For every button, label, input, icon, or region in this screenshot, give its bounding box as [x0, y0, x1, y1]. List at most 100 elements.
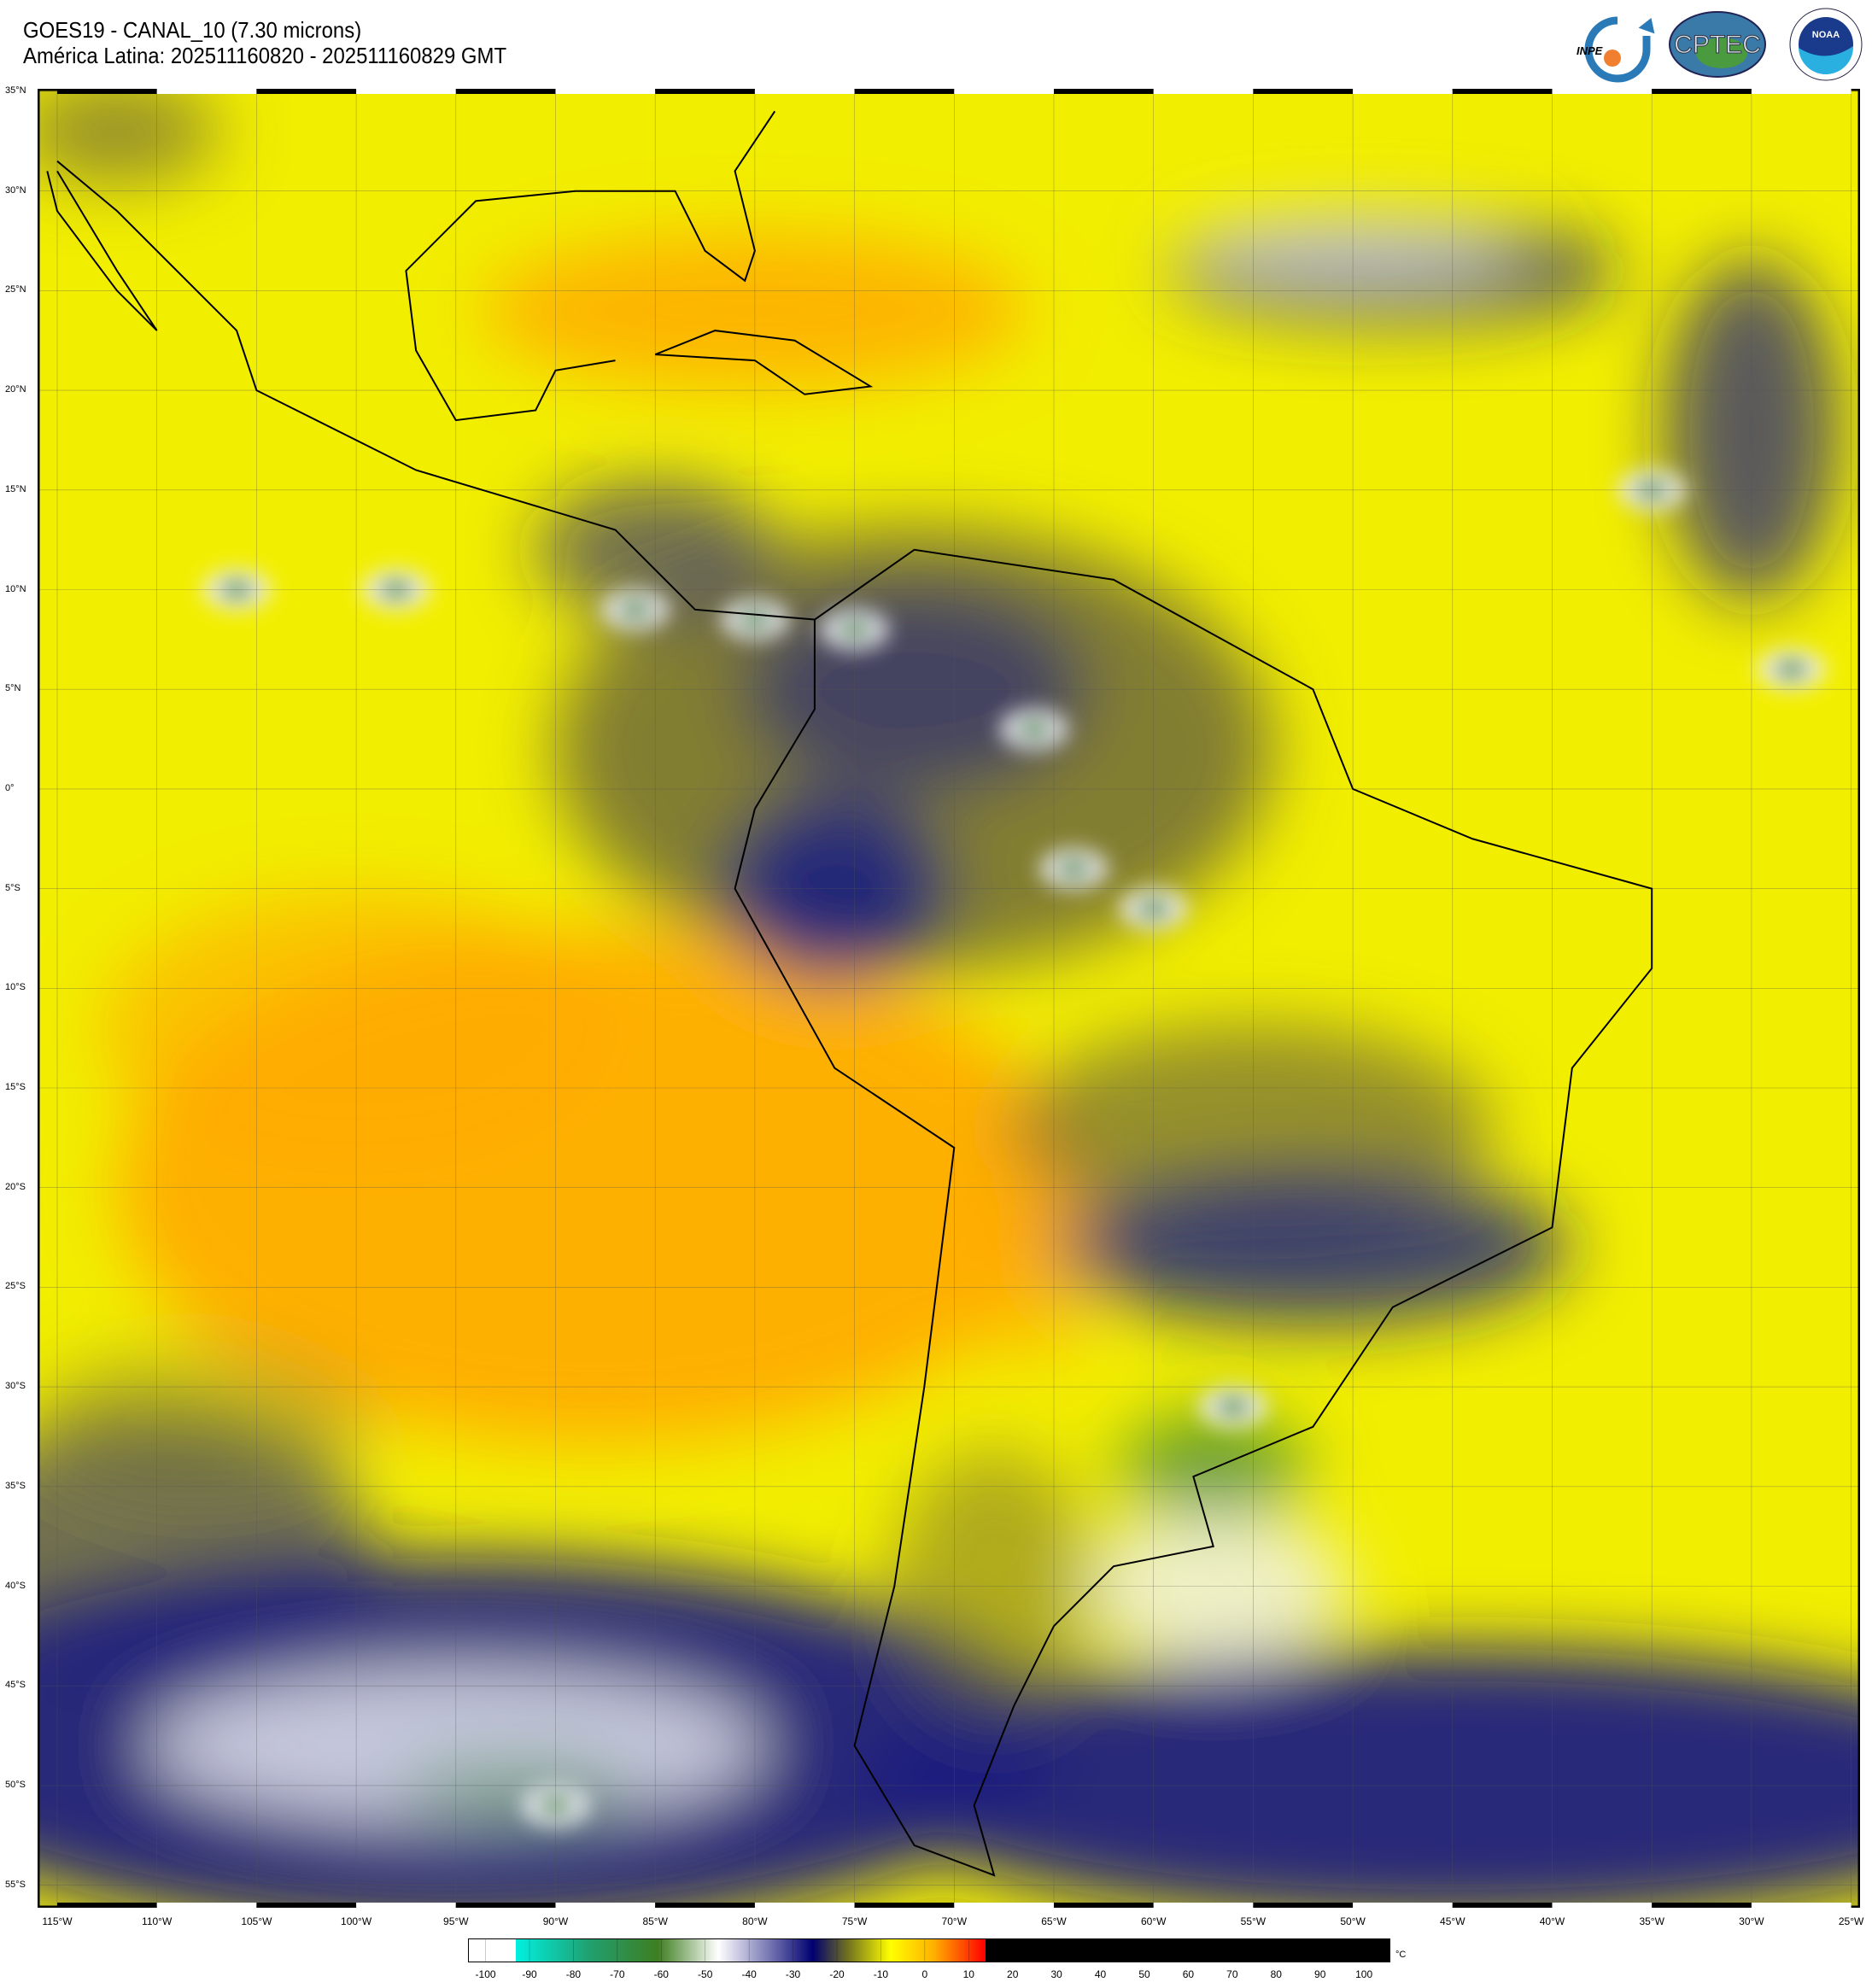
frame-bar: [1652, 1903, 1752, 1908]
longitude-label: 50°W: [1340, 1915, 1366, 1927]
latitude-label: 25°S: [5, 1281, 26, 1292]
baja-coastline: [46, 170, 158, 331]
latitude-label: 35°N: [5, 85, 26, 96]
frame-bar: [655, 89, 755, 94]
colorbar-tick-label: 90: [1314, 1968, 1326, 1980]
colorbar-tick-label: 40: [1094, 1968, 1107, 1980]
logos: INPE CPTEC NOAA: [1577, 8, 1863, 83]
frame-bar: [57, 89, 157, 94]
latitude-label: 20°S: [5, 1181, 26, 1192]
longitude-label: 75°W: [841, 1915, 868, 1927]
frame-bar: [156, 1903, 257, 1908]
longitude-label: 90°W: [542, 1915, 569, 1927]
frame-bar: [1153, 1903, 1254, 1908]
frame-bar: [954, 89, 1054, 94]
latitude-label: 35°S: [5, 1480, 26, 1491]
latitude-label: 5°S: [5, 882, 20, 893]
frame-bar: [555, 89, 656, 94]
inpe-logo: INPE: [1577, 16, 1655, 83]
longitude-label: 25°W: [1838, 1915, 1864, 1927]
latitude-label: 25°N: [5, 284, 26, 295]
colorbar-tick-label: -10: [873, 1968, 889, 1980]
longitude-label: 115°W: [42, 1915, 73, 1927]
longitude-label: 100°W: [341, 1915, 372, 1927]
colorbar-tick-label: -20: [829, 1968, 845, 1980]
colorbar-tick-label: -50: [698, 1968, 713, 1980]
longitude-label: 40°W: [1539, 1915, 1565, 1927]
latitude-label: 5°N: [5, 683, 21, 694]
frame-bar: [256, 1903, 357, 1908]
south-america-coastline: [734, 548, 1653, 1877]
frame-bar: [555, 1903, 656, 1908]
frame-bar: [1153, 89, 1254, 94]
cloud-region: [855, 1648, 1860, 1908]
cloud-region: [38, 1349, 368, 1504]
longitude-label: 95°W: [443, 1915, 469, 1927]
longitude-label: 35°W: [1639, 1915, 1664, 1927]
title-line-2: América Latina: 202511160820 - 202511160…: [23, 43, 507, 68]
colorbar-tick-label: 50: [1138, 1968, 1150, 1980]
longitude-label: 45°W: [1440, 1915, 1465, 1927]
cloud-region: [38, 89, 219, 183]
latitude-label: 10°S: [5, 982, 26, 993]
frame-bar: [156, 89, 257, 94]
longitude-label: 80°W: [742, 1915, 768, 1927]
frame-bar: [1253, 1903, 1354, 1908]
longitude-label: 65°W: [1041, 1915, 1067, 1927]
latitude-label: 30°S: [5, 1381, 26, 1392]
colorbar: [468, 1938, 1390, 1962]
cold-cloud-top: [1016, 718, 1051, 740]
frame-bar: [754, 89, 855, 94]
colorbar-unit: °C: [1395, 1950, 1407, 1960]
satellite-map[interactable]: [38, 89, 1860, 1908]
frame-bar: [1353, 1903, 1453, 1908]
frame-bar: [1751, 1903, 1852, 1908]
cloud-region: [1119, 1415, 1307, 1518]
latitude-label: 40°S: [5, 1580, 26, 1591]
frame-bar: [455, 1903, 556, 1908]
frame-bar: [854, 1903, 955, 1908]
frame-bar: [1652, 89, 1752, 94]
latitude-label: 15°S: [5, 1082, 26, 1092]
latitude-label: 0°: [5, 782, 15, 793]
frame-bar: [1751, 89, 1852, 94]
colorbar-tick-label: 30: [1050, 1968, 1062, 1980]
latitude-label: 55°S: [5, 1879, 26, 1890]
cold-cloud-top: [1774, 658, 1809, 680]
colorbar-tick-label: 70: [1226, 1968, 1238, 1980]
latitude-label: 50°S: [5, 1779, 26, 1790]
colorbar-tick-label: -70: [610, 1968, 625, 1980]
colorbar-tick-label: 60: [1182, 1968, 1195, 1980]
frame-bar: [455, 89, 556, 94]
colorbar-tick-label: 10: [962, 1968, 974, 1980]
frame-bar: [1452, 1903, 1553, 1908]
colorbar-tick-label: 20: [1007, 1968, 1019, 1980]
noaa-logo: NOAA: [1789, 8, 1863, 81]
cloud-region: [1056, 1170, 1570, 1324]
latitude-label: 30°N: [5, 184, 26, 196]
frame-bar: [57, 1903, 157, 1908]
longitude-label: 105°W: [241, 1915, 272, 1927]
map-title: GOES19 - CANAL_10 (7.30 microns) América…: [23, 17, 506, 68]
cptec-text: CPTEC: [1674, 31, 1761, 59]
longitude-label: 55°W: [1240, 1915, 1267, 1927]
frame-bar: [1054, 89, 1154, 94]
latitude-label: 45°S: [5, 1680, 26, 1691]
longitude-label: 60°W: [1140, 1915, 1167, 1927]
frame-bar: [655, 1903, 755, 1908]
latitude-label: 10°N: [5, 583, 26, 594]
frame-bar: [954, 1903, 1054, 1908]
noaa-text: NOAA: [1812, 30, 1840, 40]
cold-cloud-top: [617, 599, 652, 620]
colorbar-tick-label: 80: [1270, 1968, 1282, 1980]
colorbar-tick-label: -90: [522, 1968, 537, 1980]
gulf-coastline: [405, 110, 776, 422]
frame-bar: [256, 89, 357, 94]
frame-bar: [1054, 1903, 1154, 1908]
longitude-label: 70°W: [941, 1915, 968, 1927]
frame-bar: [1353, 89, 1453, 94]
inpe-text: INPE: [1577, 44, 1603, 57]
frame-bar: [1552, 89, 1653, 94]
frame-bar: [1452, 89, 1553, 94]
colorbar-tick-label: 100: [1355, 1968, 1373, 1980]
